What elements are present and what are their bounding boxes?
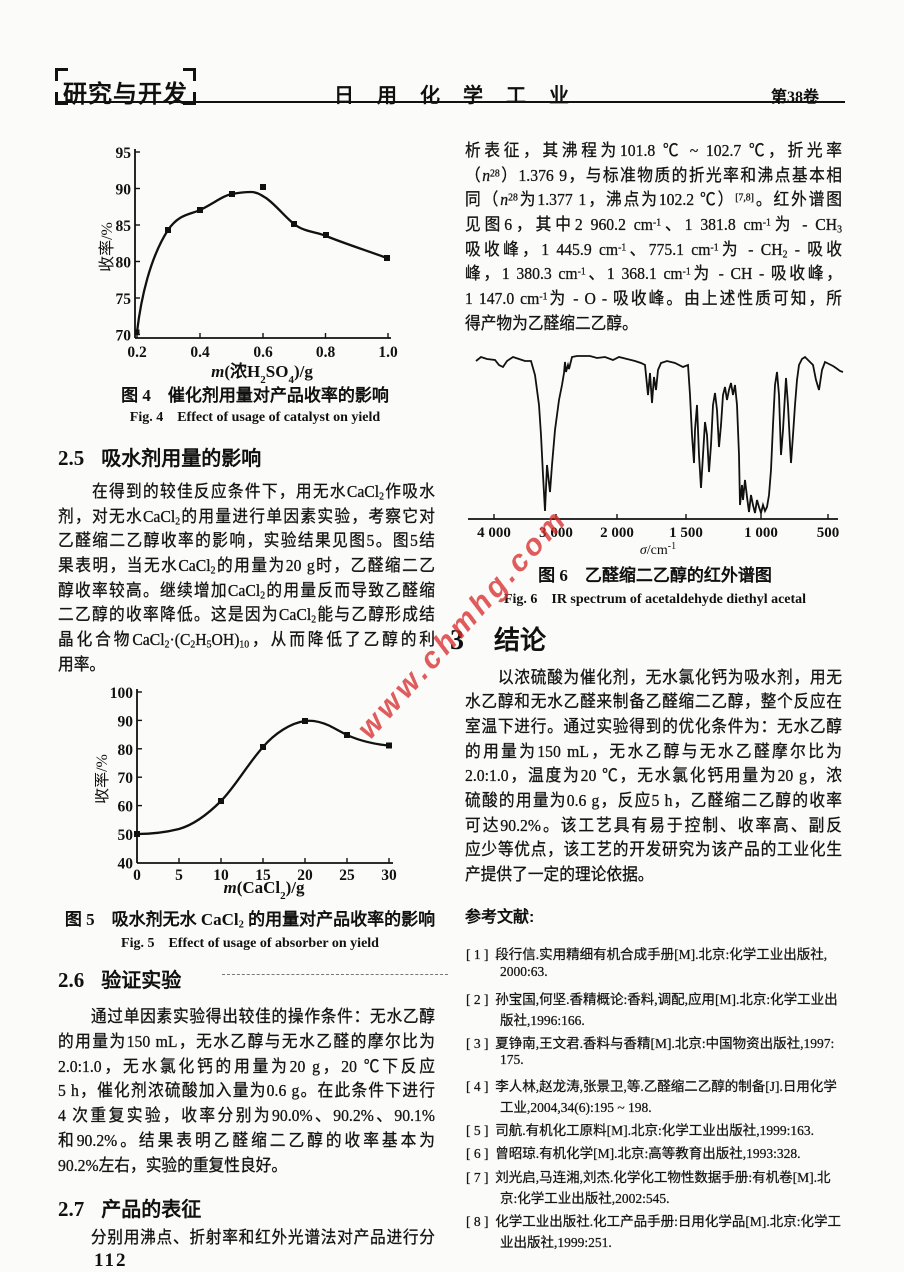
svg-text:500: 500 [817,525,840,541]
svg-text:0.6: 0.6 [253,344,273,361]
svg-text:100: 100 [110,685,134,702]
svg-text:m(CaCl2)/g: m(CaCl2)/g [223,878,305,901]
svg-text:95: 95 [116,145,132,162]
svg-text:80: 80 [118,742,134,759]
svg-text:2 000: 2 000 [600,525,634,541]
svg-text:m(浓H2SO4)/g: m(浓H2SO4)/g [211,362,313,383]
svg-text:90: 90 [116,182,132,199]
svg-text:5: 5 [175,867,183,884]
svg-text:1 500: 1 500 [669,525,703,541]
svg-text:85: 85 [116,218,132,235]
svg-text:90: 90 [118,713,134,730]
svg-text:收率/%: 收率/% [98,222,116,272]
svg-text:70: 70 [116,328,132,345]
svg-text:0.8: 0.8 [316,344,336,361]
svg-text:20: 20 [297,867,313,884]
svg-text:0.4: 0.4 [190,344,210,361]
svg-text:70: 70 [118,770,134,787]
svg-text:10: 10 [213,867,229,884]
svg-text:1.0: 1.0 [378,344,398,361]
svg-text:3 000: 3 000 [539,525,573,541]
svg-text:4 000: 4 000 [477,525,511,541]
svg-text:σ/cm-1: σ/cm-1 [640,541,676,559]
svg-text:40: 40 [118,855,134,872]
svg-text:收率/%: 收率/% [95,754,111,804]
svg-text:0.2: 0.2 [127,344,147,361]
svg-text:0: 0 [133,867,141,884]
svg-text:1 000: 1 000 [744,525,778,541]
svg-text:15: 15 [255,867,271,884]
svg-text:50: 50 [118,827,134,844]
svg-text:30: 30 [381,867,397,884]
svg-text:25: 25 [339,867,355,884]
svg-text:75: 75 [116,291,132,308]
svg-text:80: 80 [116,255,132,272]
svg-text:60: 60 [118,799,134,816]
